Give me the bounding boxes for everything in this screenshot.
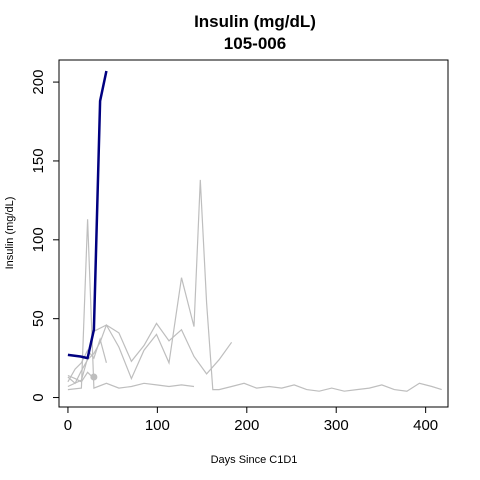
- x-tick-label: 300: [324, 417, 349, 434]
- background-series-line-3: [67, 219, 195, 391]
- plot-frame: [58, 59, 449, 408]
- axis-layer: 0 100 200 300 400 0 50 100 150 200: [30, 70, 438, 434]
- y-tick-label: 0: [30, 393, 47, 401]
- background-point-1: [90, 373, 98, 381]
- x-tick-label: 0: [64, 417, 72, 434]
- highlight-series-line: [67, 70, 108, 360]
- y-tick-label: 200: [30, 70, 47, 95]
- x-tick-label: 100: [145, 417, 170, 434]
- y-tick-label: 150: [30, 148, 47, 173]
- x-tick-label: 200: [234, 417, 259, 434]
- x-tick-label: 400: [413, 417, 438, 434]
- y-axis-title: Insulin (mg/dL): [4, 197, 16, 270]
- chart-subtitle: 105-006: [224, 34, 286, 53]
- background-series-line-4: [67, 337, 107, 383]
- y-tick-label: 50: [30, 310, 47, 327]
- x-axis-title: Days Since C1D1: [211, 454, 298, 466]
- series-layer: [67, 70, 442, 392]
- background-series-line-5: [67, 371, 95, 383]
- background-series-line-2: [67, 179, 442, 392]
- y-tick-label: 100: [30, 227, 47, 252]
- chart-title: Insulin (mg/dL): [194, 12, 316, 31]
